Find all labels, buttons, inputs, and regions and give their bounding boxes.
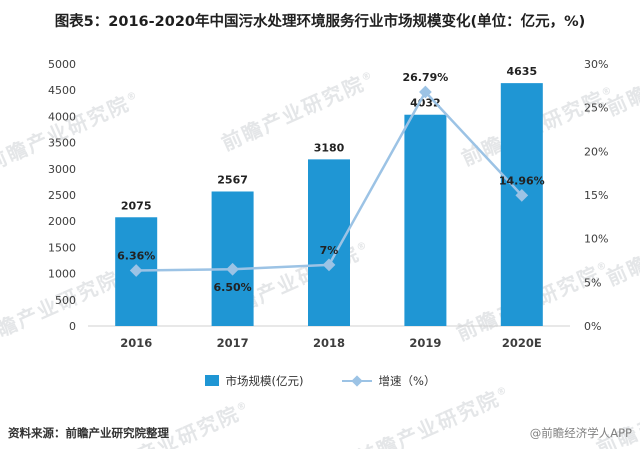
chart-footer: 资料来源：前瞻产业研究院整理 @前瞻经济学人APP (8, 425, 632, 441)
svg-text:5%: 5% (584, 276, 601, 289)
svg-text:1000: 1000 (48, 267, 76, 280)
svg-text:5000: 5000 (48, 58, 76, 71)
legend-label-growth: 增速（%） (378, 373, 436, 388)
svg-text:6.50%: 6.50% (214, 281, 252, 294)
legend-item-market-size: 市场规模(亿元) (204, 373, 304, 389)
svg-text:2019: 2019 (409, 336, 441, 350)
bar-line-chart: 0 500 1000 1500 2000 2500 3000 3500 4000 4500 5000… (48, 58, 608, 350)
svg-text:20%: 20% (584, 145, 608, 158)
svg-text:25%: 25% (584, 102, 608, 115)
svg-text:500: 500 (55, 294, 76, 307)
svg-text:15%: 15% (584, 189, 608, 202)
source-note: 资料来源：前瞻产业研究院整理 (8, 426, 169, 440)
svg-text:2000: 2000 (48, 215, 76, 228)
chart-area: 0 500 1000 1500 2000 2500 3000 3500 4000 4500 5000… (0, 38, 640, 368)
svg-text:0%: 0% (584, 320, 601, 333)
svg-text:2016: 2016 (120, 336, 152, 350)
svg-text:4635: 4635 (506, 65, 537, 78)
svg-text:7%: 7% (320, 244, 339, 257)
svg-text:3500: 3500 (48, 136, 76, 149)
legend-label-market-size: 市场规模(亿元) (225, 373, 304, 388)
svg-text:2017: 2017 (217, 336, 249, 350)
diamond-marker-icon (350, 375, 363, 387)
bar-swatch-icon (204, 375, 219, 387)
svg-text:0: 0 (69, 320, 76, 333)
svg-text:14.96%: 14.96% (499, 174, 545, 187)
svg-text:2567: 2567 (217, 173, 248, 186)
svg-text:2020E: 2020E (502, 336, 542, 350)
chart-title: 图表5：2016-2020年中国污水处理环境服务行业市场规模变化(单位：亿元，%… (54, 14, 586, 30)
svg-text:2500: 2500 (48, 189, 76, 202)
legend-item-growth: 增速（%） (341, 373, 436, 389)
svg-text:30%: 30% (584, 58, 608, 71)
chart-legend: 市场规模(亿元) 增速（%） (0, 370, 640, 392)
svg-text:26.79%: 26.79% (402, 71, 448, 84)
svg-text:3000: 3000 (48, 163, 76, 176)
line-swatch-icon (341, 375, 372, 387)
svg-text:4500: 4500 (48, 84, 76, 97)
svg-text:2075: 2075 (121, 199, 152, 212)
credit-note: @前瞻经济学人APP (529, 426, 632, 440)
svg-text:4000: 4000 (48, 110, 76, 123)
svg-text:10%: 10% (584, 233, 608, 246)
svg-text:1500: 1500 (48, 241, 76, 254)
svg-text:3180: 3180 (314, 141, 345, 154)
svg-text:2018: 2018 (313, 336, 345, 350)
svg-text:6.36%: 6.36% (117, 249, 155, 262)
